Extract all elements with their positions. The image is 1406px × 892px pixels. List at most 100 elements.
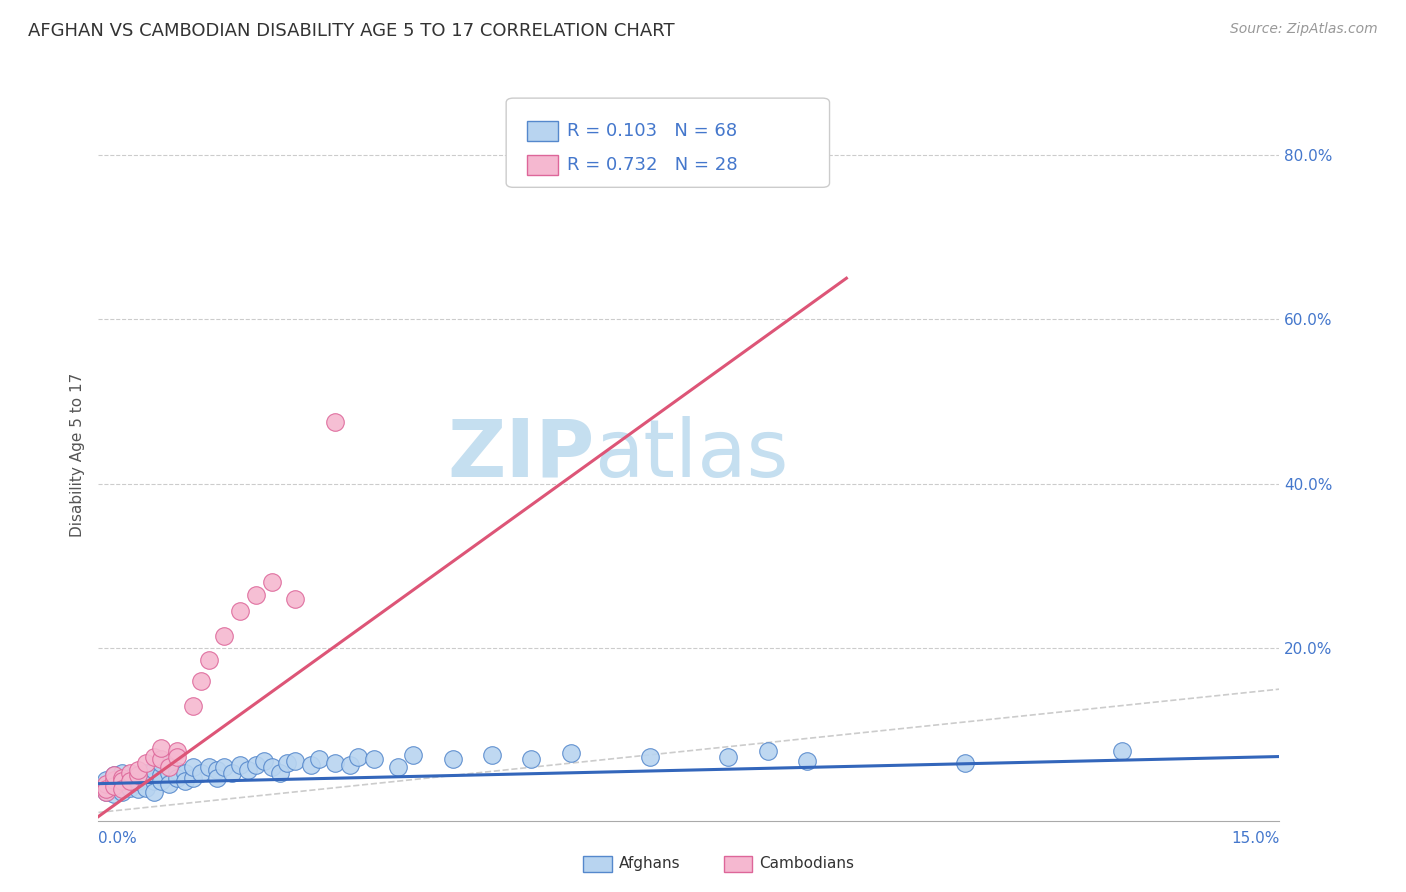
Point (96, 780, 118, 795)
Point (181, 698, 204, 713)
Point (111, 785, 134, 799)
Point (142, 763, 165, 777)
Point (638, 749, 661, 764)
Point (166, 744, 188, 758)
Point (953, 756, 976, 771)
Point (166, 771, 188, 785)
Point (157, 760, 180, 774)
Point (260, 575, 283, 590)
Point (245, 588, 267, 602)
Point (111, 779, 134, 793)
Text: Cambodians: Cambodians (759, 856, 855, 871)
Point (118, 774, 141, 789)
Point (520, 752, 543, 766)
Point (118, 766, 141, 780)
Point (363, 752, 385, 766)
Point (756, 744, 779, 758)
Point (236, 763, 259, 777)
Point (387, 760, 409, 774)
Point (118, 774, 141, 789)
Point (127, 768, 149, 782)
Point (276, 756, 298, 771)
Point (174, 774, 197, 789)
Point (166, 764, 188, 779)
Point (284, 591, 307, 606)
Point (127, 782, 149, 797)
Point (150, 756, 173, 771)
Point (142, 749, 165, 764)
Point (481, 747, 503, 762)
Point (284, 755, 307, 769)
Point (214, 629, 236, 643)
Point (150, 752, 173, 766)
Point (96, 785, 118, 799)
Point (796, 755, 818, 769)
Point (260, 760, 283, 774)
Point (103, 779, 125, 793)
Point (111, 774, 134, 789)
Point (150, 741, 173, 756)
Point (205, 763, 228, 777)
Point (339, 757, 361, 772)
Y-axis label: Disability Age 5 to 17: Disability Age 5 to 17 (69, 373, 84, 537)
Point (181, 760, 204, 774)
Point (181, 771, 204, 785)
Point (103, 777, 125, 791)
Point (157, 777, 180, 791)
Point (103, 782, 125, 797)
Point (174, 766, 197, 780)
Point (111, 772, 134, 787)
Point (142, 785, 165, 799)
Point (103, 768, 125, 782)
Point (127, 768, 149, 782)
Text: R = 0.732   N = 28: R = 0.732 N = 28 (567, 156, 737, 174)
Point (103, 788, 125, 802)
Point (103, 774, 125, 789)
Point (166, 749, 188, 764)
Point (103, 768, 125, 782)
Point (1111, 744, 1133, 758)
Point (560, 746, 582, 760)
Point (150, 768, 173, 782)
Point (135, 766, 157, 780)
Point (118, 771, 141, 785)
Point (103, 772, 125, 787)
Point (229, 757, 252, 772)
Point (135, 771, 157, 785)
Text: Afghans: Afghans (619, 856, 681, 871)
Point (245, 757, 267, 772)
Point (197, 653, 219, 667)
Point (308, 752, 330, 766)
Point (127, 763, 149, 777)
Point (299, 757, 322, 772)
Text: 15.0%: 15.0% (1232, 830, 1279, 846)
Point (269, 766, 291, 780)
Point (253, 755, 276, 769)
Point (96, 782, 118, 797)
Point (197, 760, 219, 774)
Point (323, 415, 346, 429)
Point (205, 771, 228, 785)
Text: AFGHAN VS CAMBODIAN DISABILITY AGE 5 TO 17 CORRELATION CHART: AFGHAN VS CAMBODIAN DISABILITY AGE 5 TO … (28, 22, 675, 40)
Point (221, 766, 243, 780)
Point (96, 777, 118, 791)
Point (135, 780, 157, 795)
Point (111, 766, 134, 780)
Point (347, 749, 370, 764)
Point (142, 774, 165, 789)
Point (135, 756, 157, 771)
Point (96, 772, 118, 787)
Point (157, 766, 180, 780)
Point (214, 760, 236, 774)
Point (402, 747, 425, 762)
Point (229, 604, 252, 618)
Point (118, 780, 141, 795)
Point (190, 766, 212, 780)
Point (717, 749, 740, 764)
Point (96, 785, 118, 799)
Text: R = 0.103   N = 68: R = 0.103 N = 68 (567, 122, 737, 140)
Point (127, 777, 149, 791)
Point (150, 774, 173, 789)
Point (127, 774, 149, 789)
Point (441, 752, 464, 766)
